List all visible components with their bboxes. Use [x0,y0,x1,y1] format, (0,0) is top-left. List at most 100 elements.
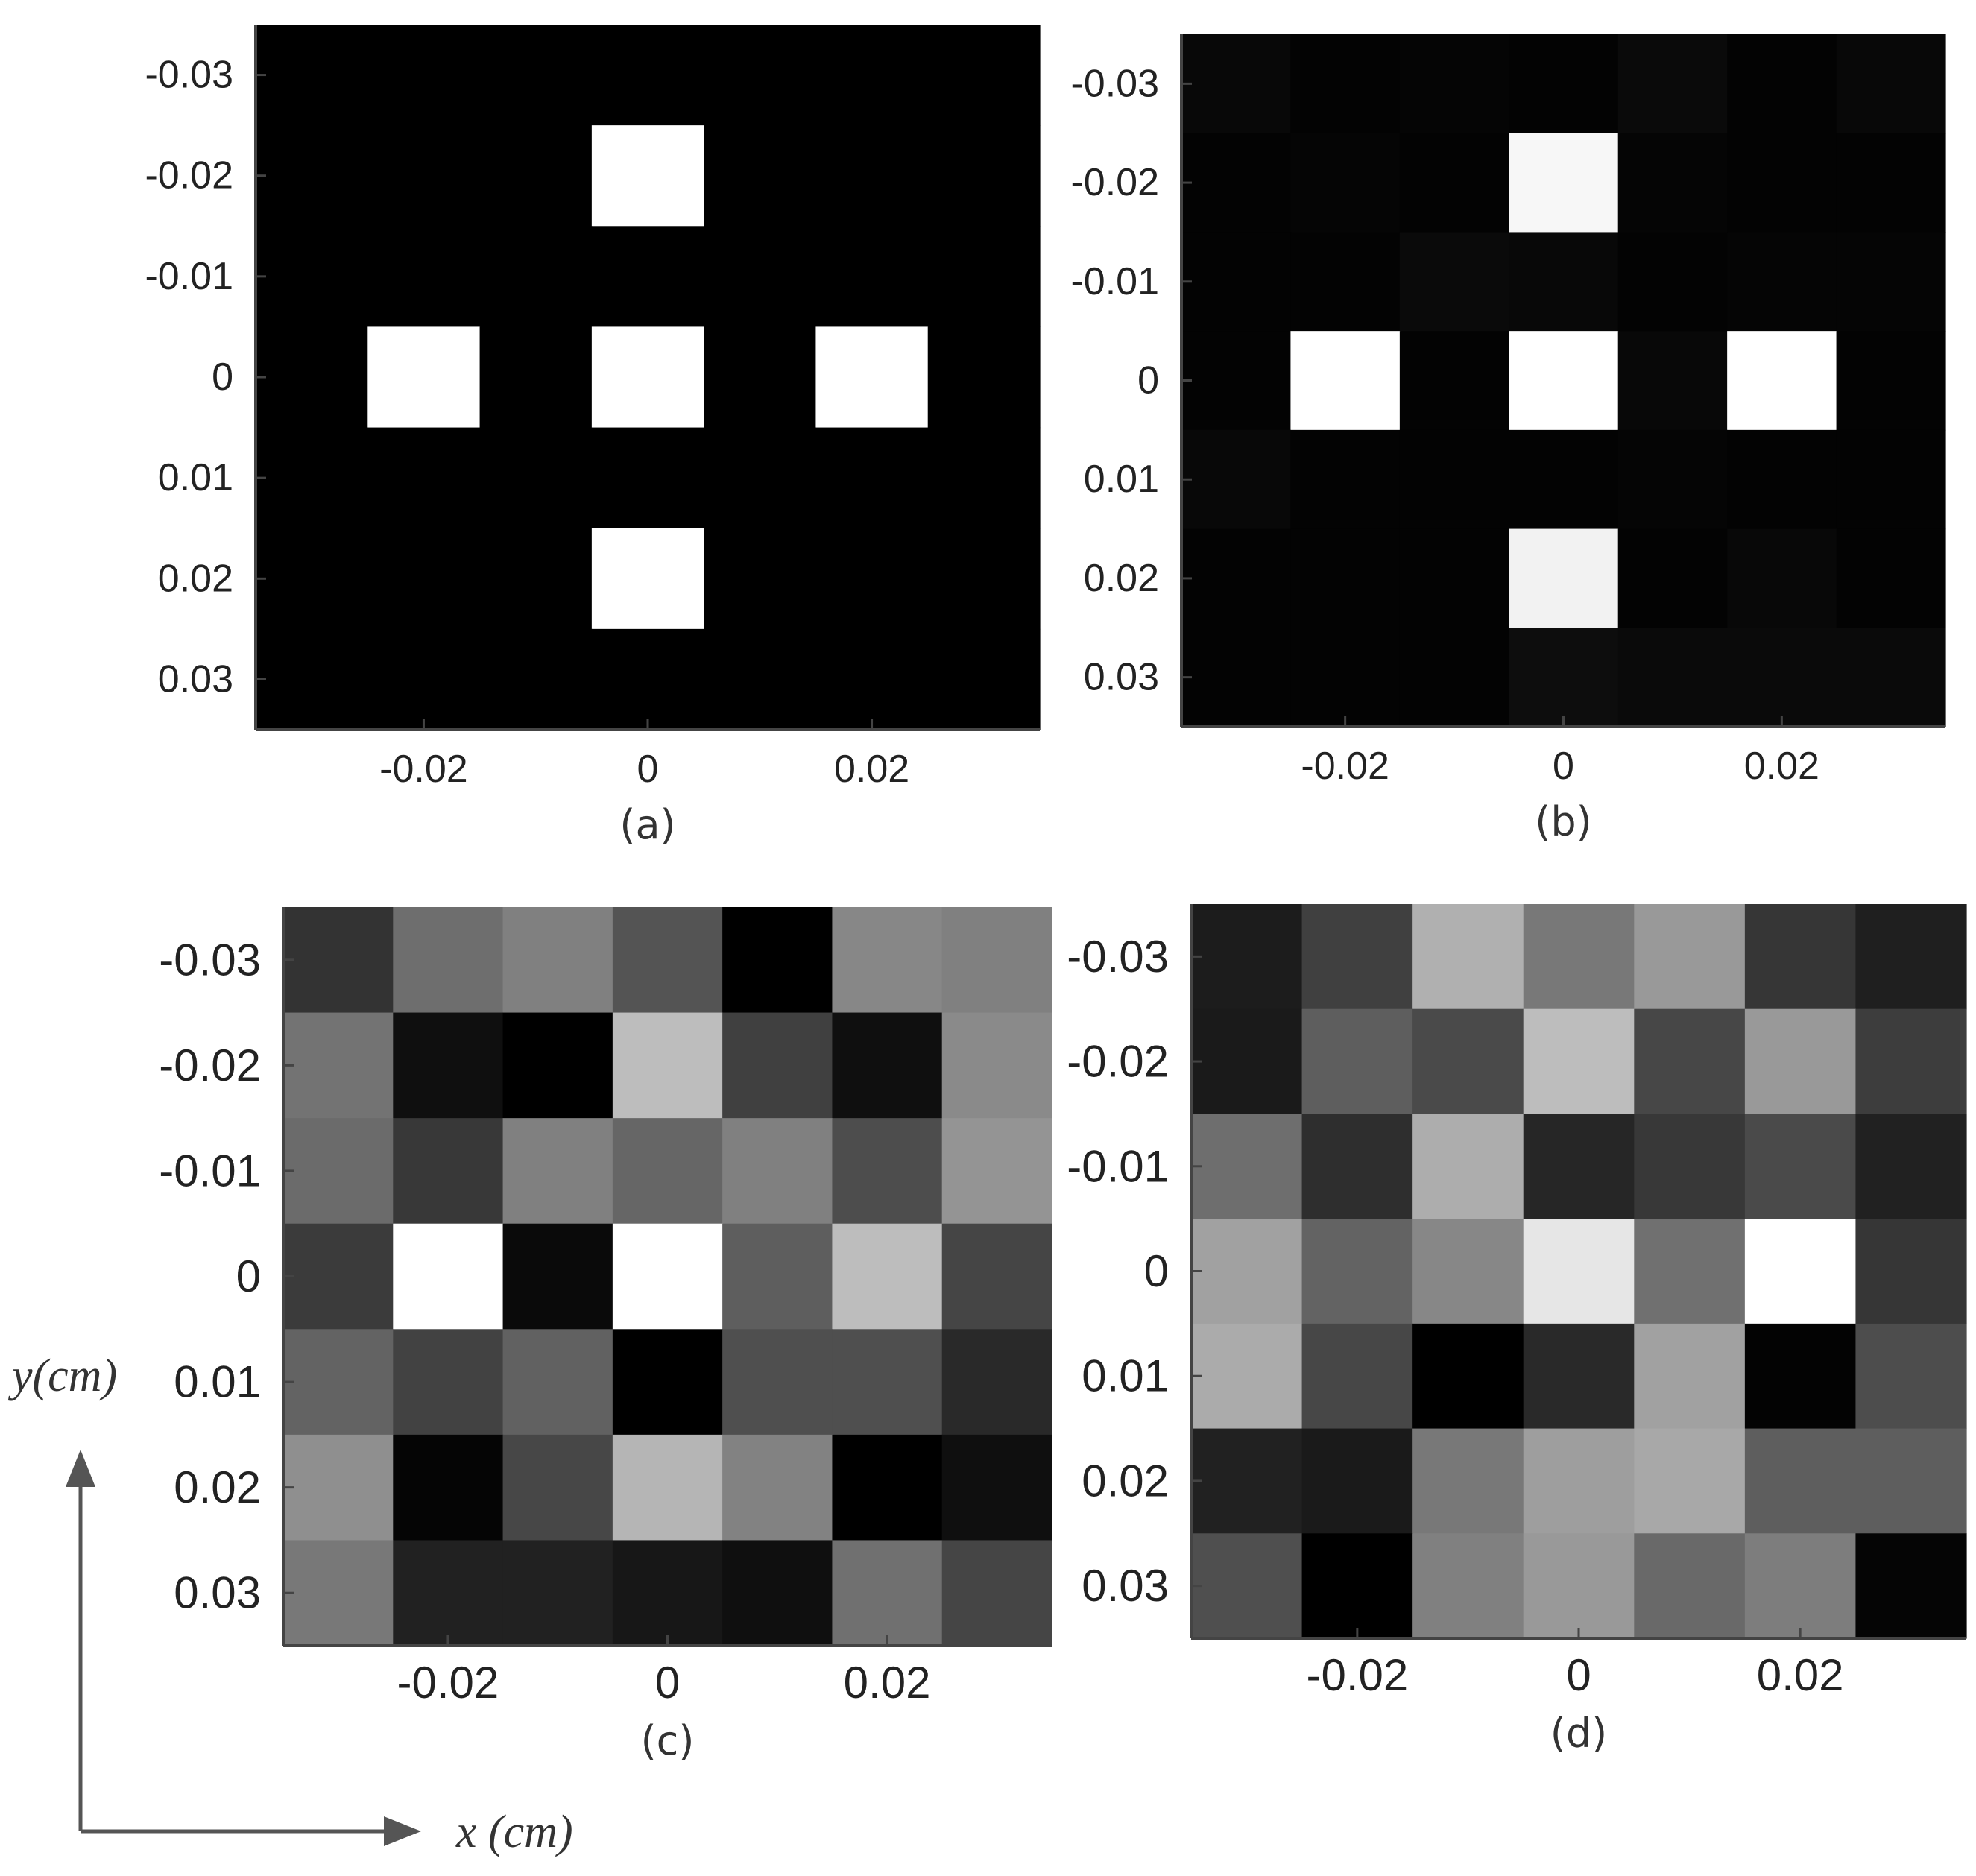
heatmap-cell [1523,1428,1635,1534]
heatmap-cell [1855,1219,1967,1324]
y-tick-label: 0 [236,1251,261,1301]
heatmap-cell [1617,133,1728,233]
heatmap-cell [1509,232,1619,332]
y-tick-label: -0.01 [159,1146,261,1196]
heatmap-cell [722,1223,833,1330]
heatmap-cell [1744,1323,1857,1430]
heatmap-cell [367,326,481,429]
y-tick-label: 0 [1137,359,1159,402]
heatmap-cell [612,1329,723,1436]
heatmap-cell [479,628,593,730]
heatmap-cell [612,1540,723,1646]
heatmap-cell [832,1118,943,1225]
heatmap-cell [815,326,929,429]
heatmap-cell [1727,528,1837,628]
heatmap-cell [1509,429,1619,530]
heatmap-cell [502,1012,613,1119]
heatmap-cell [1855,1323,1967,1430]
heatmap-cell [1523,904,1635,1010]
y-tick-label: -0.03 [145,54,233,97]
heatmap-cell [1412,1428,1524,1534]
heatmap-cell [1181,331,1292,431]
heatmap-cell [1509,34,1619,134]
heatmap-cell [1181,628,1292,727]
y-tick-label: 0.03 [1084,656,1159,699]
heatmap-cell [832,1434,943,1541]
heatmap-cell [722,1329,833,1436]
y-tick-label: 0.02 [174,1462,261,1512]
x-tick-label: 0.02 [1744,745,1819,788]
heatmap-cell [393,1012,504,1119]
heatmap-cell [832,1223,943,1330]
heatmap-cell [502,1118,613,1225]
heatmap-cell [256,25,368,126]
heatmap-cell [1181,429,1292,530]
heatmap-cell [1523,1008,1635,1115]
heatmap-cell [1301,1219,1413,1324]
panel-caption: (b) [1535,798,1591,845]
heatmap-cell [367,226,481,328]
panel-caption: (a) [619,801,675,848]
heatmap-cell [502,1329,613,1436]
heatmap-cell [479,226,593,328]
heatmap-cell [941,1223,1052,1330]
heatmap-cell [722,1540,833,1646]
heatmap-cell [722,1012,833,1119]
heatmap-cell [1727,628,1837,727]
y-tick-label: -0.02 [1067,1037,1169,1087]
y-tick-label: 0.01 [158,456,233,499]
heatmap-cell [927,528,1041,630]
y-tick-label: -0.03 [159,935,261,985]
heatmap-cell [1855,1008,1967,1115]
heatmap-cell [1634,1008,1746,1115]
heatmap-cell [1301,904,1413,1010]
heatmap-cell [367,25,481,126]
heatmap-cell [941,1118,1052,1225]
heatmap-cell [256,628,368,730]
heatmap-cell [1523,1323,1635,1430]
heatmap-cell [1191,1323,1303,1430]
heatmap-cell [1181,232,1292,332]
heatmap-cell [832,907,943,1014]
panel-caption: (c) [641,1717,695,1764]
heatmap-cell [832,1540,943,1646]
heatmap-cell [1509,133,1619,233]
heatmap-cell [1509,331,1619,431]
y-tick-label: -0.01 [145,255,233,298]
heatmap-cell [1290,133,1401,233]
heatmap-cell [1191,1008,1303,1115]
heatmap-cell [479,427,593,529]
heatmap-cell [1744,1114,1857,1219]
heatmap-cell [704,427,817,529]
heatmap-cell [1836,232,1946,332]
heatmap-cell [1617,528,1728,628]
heatmap-cell [1412,1219,1524,1324]
heatmap-cell [1836,429,1946,530]
heatmap-cell [256,427,368,529]
heatmap-cell [591,125,704,227]
heatmap-cell [927,25,1041,126]
heatmap-cell [1634,1219,1746,1324]
heatmap-cell [704,628,817,730]
heatmap-cell [1290,528,1401,628]
heatmap-cell [1855,1428,1967,1534]
heatmap-cell [722,1118,833,1225]
heatmap-cell [722,1434,833,1541]
heatmap-cell [1509,628,1619,727]
heatmap-cell [393,1329,504,1436]
y-tick-label: 0 [212,356,233,399]
heatmap-cell [1744,904,1857,1010]
y-tick-label: 0.01 [1084,458,1159,501]
x-tick-label: 0.02 [1757,1650,1844,1700]
heatmap-cell [704,125,817,227]
heatmap-cell [591,528,704,630]
y-tick-label: -0.03 [1070,62,1159,105]
heatmap-cell [1412,1533,1524,1639]
heatmap-cell [502,1540,613,1646]
heatmap-cell [927,125,1041,227]
x-tick-label: 0 [637,748,659,791]
heatmap-cell [704,326,817,429]
heatmap-cell [502,907,613,1014]
x-tick-label: -0.02 [397,1658,499,1708]
